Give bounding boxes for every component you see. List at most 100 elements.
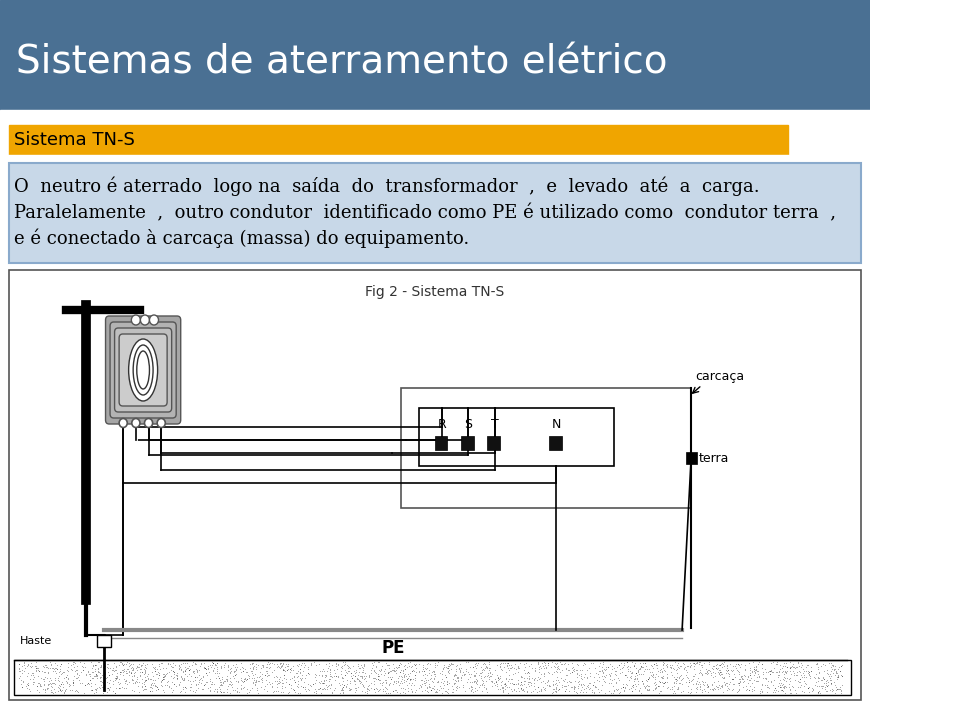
Point bbox=[732, 661, 748, 673]
Point bbox=[514, 683, 529, 694]
Point bbox=[623, 668, 638, 679]
Point bbox=[228, 669, 243, 680]
Point bbox=[823, 670, 838, 682]
Point bbox=[706, 671, 721, 683]
Point bbox=[100, 683, 115, 694]
Point bbox=[810, 686, 826, 697]
Point bbox=[129, 664, 144, 675]
Point bbox=[498, 679, 514, 690]
Point bbox=[550, 674, 565, 685]
Point bbox=[730, 678, 745, 689]
Point bbox=[801, 682, 816, 693]
Point bbox=[283, 683, 299, 694]
Point bbox=[352, 677, 368, 688]
Point bbox=[220, 664, 235, 675]
Point bbox=[607, 673, 622, 684]
Point bbox=[247, 673, 262, 684]
Point bbox=[834, 670, 850, 682]
Point bbox=[602, 673, 617, 685]
Point bbox=[689, 683, 705, 695]
Point bbox=[564, 663, 579, 674]
Point bbox=[455, 665, 470, 677]
Point bbox=[367, 657, 382, 668]
Point bbox=[209, 687, 225, 698]
Point bbox=[566, 664, 582, 675]
Point bbox=[606, 663, 621, 674]
Point bbox=[295, 658, 310, 669]
Point bbox=[545, 678, 561, 690]
Point bbox=[188, 674, 204, 685]
Point bbox=[191, 675, 206, 686]
Point bbox=[228, 684, 243, 695]
Point bbox=[89, 670, 105, 681]
Point bbox=[458, 664, 473, 675]
Point bbox=[241, 672, 256, 683]
Point bbox=[222, 678, 237, 690]
Point bbox=[789, 666, 804, 678]
Point bbox=[31, 678, 46, 689]
Point bbox=[732, 677, 747, 688]
Point bbox=[181, 663, 197, 674]
Point bbox=[767, 682, 782, 693]
Point bbox=[588, 681, 603, 693]
Point bbox=[300, 683, 316, 695]
Point bbox=[209, 663, 225, 675]
Point bbox=[328, 670, 344, 682]
Point bbox=[395, 665, 410, 677]
Point bbox=[340, 674, 355, 685]
Point bbox=[809, 658, 825, 670]
Bar bbox=[9, 270, 860, 700]
Point bbox=[642, 666, 658, 678]
Point bbox=[168, 680, 183, 692]
Point bbox=[469, 678, 485, 690]
Point bbox=[444, 658, 459, 669]
Point bbox=[228, 670, 243, 681]
Point bbox=[777, 658, 792, 669]
Point bbox=[685, 657, 701, 668]
Point bbox=[399, 673, 415, 685]
Point bbox=[732, 668, 747, 680]
Point bbox=[36, 661, 51, 673]
Point bbox=[741, 685, 756, 696]
Point bbox=[562, 664, 577, 675]
Point bbox=[436, 662, 451, 673]
Point bbox=[342, 683, 357, 695]
Point bbox=[696, 680, 711, 691]
Point bbox=[672, 672, 687, 683]
Point bbox=[84, 684, 99, 695]
Point bbox=[660, 668, 675, 680]
Point bbox=[770, 672, 785, 683]
Point bbox=[66, 661, 82, 673]
Point bbox=[762, 668, 778, 680]
Point bbox=[625, 680, 640, 691]
Point bbox=[52, 670, 67, 682]
Point bbox=[396, 668, 411, 679]
Point bbox=[182, 681, 198, 693]
Point bbox=[747, 668, 762, 679]
Point bbox=[272, 658, 287, 670]
Point bbox=[746, 684, 761, 695]
Point bbox=[46, 664, 61, 675]
Point bbox=[311, 683, 326, 694]
Point bbox=[165, 665, 180, 676]
Point bbox=[382, 680, 397, 691]
Point bbox=[87, 678, 103, 690]
Point bbox=[506, 668, 521, 680]
Point bbox=[137, 667, 153, 678]
Point bbox=[297, 683, 312, 694]
Point bbox=[734, 673, 750, 685]
Point bbox=[319, 679, 334, 690]
Point bbox=[102, 685, 117, 696]
Point bbox=[90, 662, 106, 673]
Point bbox=[323, 663, 338, 675]
Point bbox=[204, 677, 219, 688]
Point bbox=[427, 668, 443, 680]
Point bbox=[764, 666, 780, 678]
Point bbox=[577, 669, 592, 680]
Point bbox=[108, 670, 124, 681]
Point bbox=[339, 668, 354, 679]
Point bbox=[279, 664, 295, 675]
Point bbox=[656, 677, 671, 688]
Point bbox=[285, 661, 300, 672]
Point bbox=[214, 679, 229, 690]
